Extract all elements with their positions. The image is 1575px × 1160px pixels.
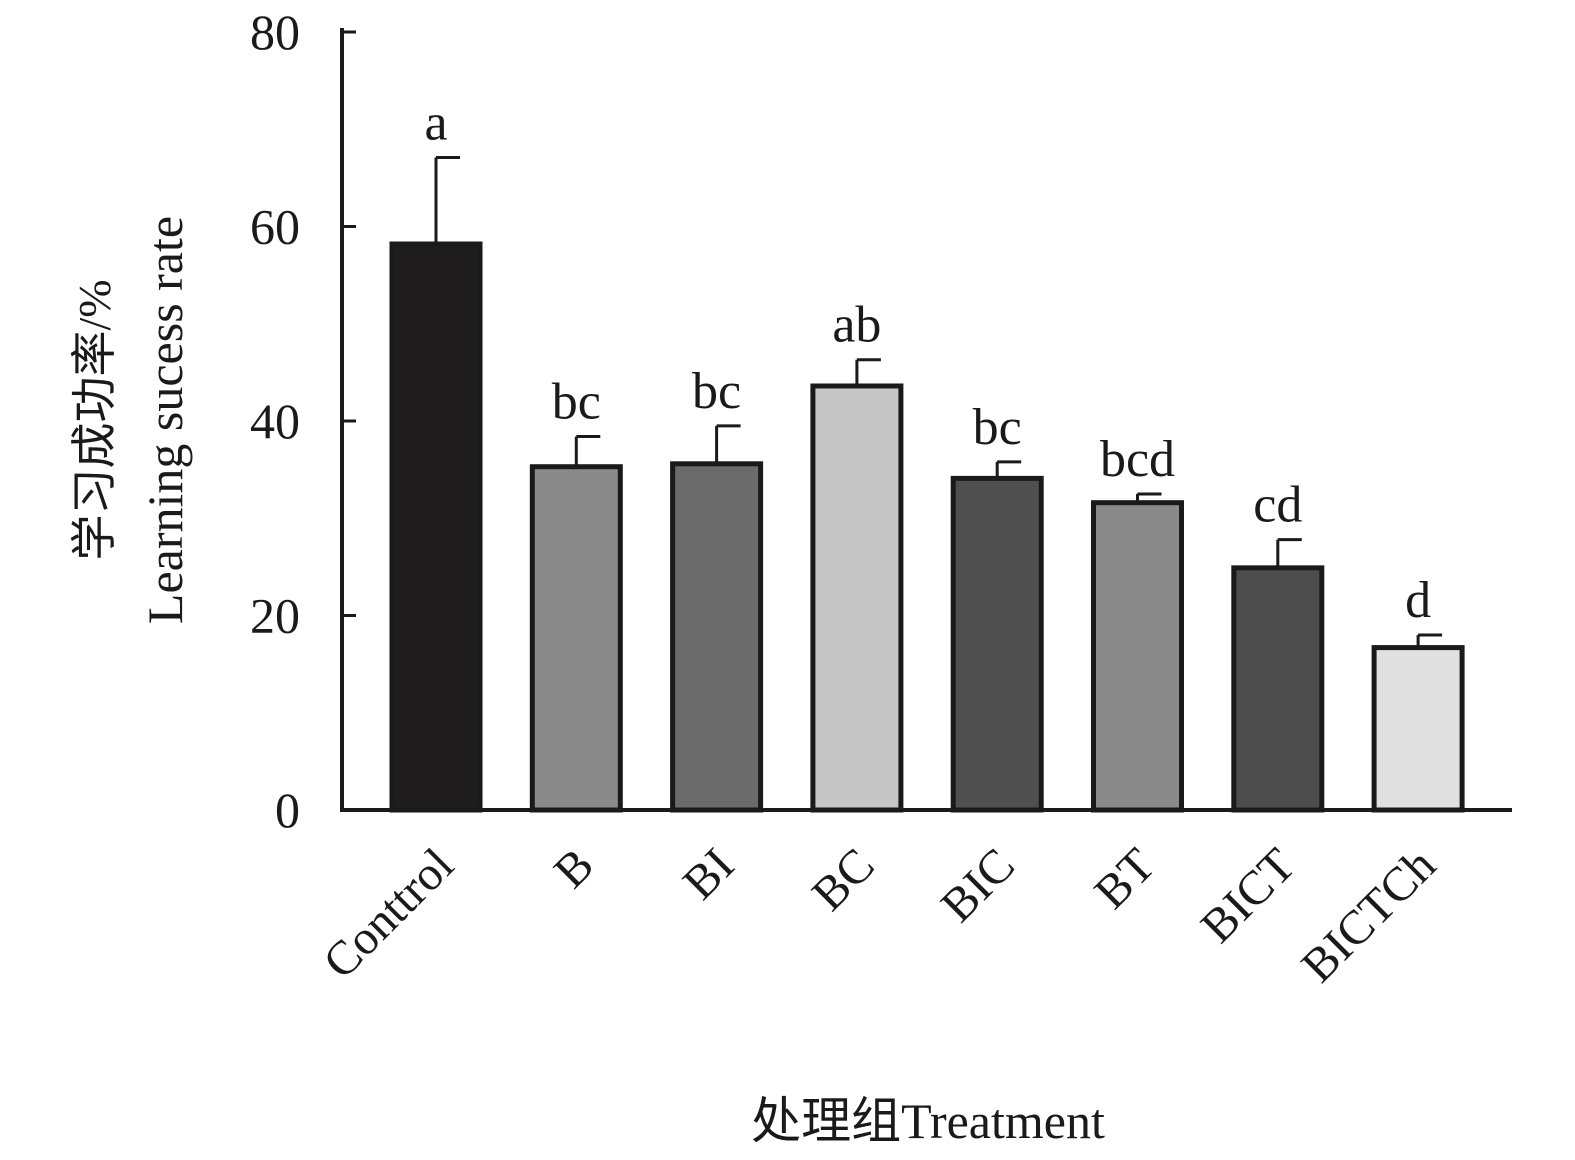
x-tick-label: BC: [802, 838, 885, 921]
y-tick-label: 0: [275, 782, 300, 838]
x-tick-label: BICT: [1191, 838, 1306, 953]
bar-bic: [950, 475, 1044, 813]
significance-letter: bc: [692, 363, 741, 420]
x-tick-label: BICTCh: [1291, 838, 1445, 992]
significance-letter: bc: [973, 399, 1022, 456]
bar-bi: [670, 461, 764, 813]
significance-letter: bc: [552, 374, 601, 431]
bar-bt: [1091, 500, 1184, 813]
y-axis-label-en: Learning sucess rate: [137, 216, 193, 624]
x-tick-label: BI: [673, 838, 744, 909]
y-tick-label: 20: [250, 588, 300, 644]
x-axis-label: 处理组Treatment: [751, 1093, 1105, 1149]
bars: a bc bc ab bc bcd cd d: [389, 94, 1465, 813]
bar-conttrol: [389, 241, 483, 813]
significance-letter: ab: [832, 297, 881, 354]
y-tick-label: 40: [250, 393, 300, 449]
bar-bictch: [1371, 645, 1465, 813]
x-tick-label: B: [544, 838, 604, 898]
y-axis-label-cn: 学习成功率/%: [69, 279, 120, 560]
bar-bict: [1231, 565, 1325, 813]
significance-letter: a: [424, 94, 447, 151]
bar-b: [529, 464, 623, 813]
x-tick-label: Conttrol: [313, 838, 464, 989]
y-tick-label: 80: [250, 4, 300, 60]
significance-letter: d: [1405, 572, 1431, 629]
bar-bc: [810, 383, 904, 813]
x-tick-label: BT: [1084, 838, 1165, 919]
significance-letter: cd: [1253, 477, 1302, 534]
x-tick-label: BIC: [931, 838, 1025, 932]
y-tick-label: 60: [250, 199, 300, 255]
significance-letter: bcd: [1100, 431, 1175, 488]
